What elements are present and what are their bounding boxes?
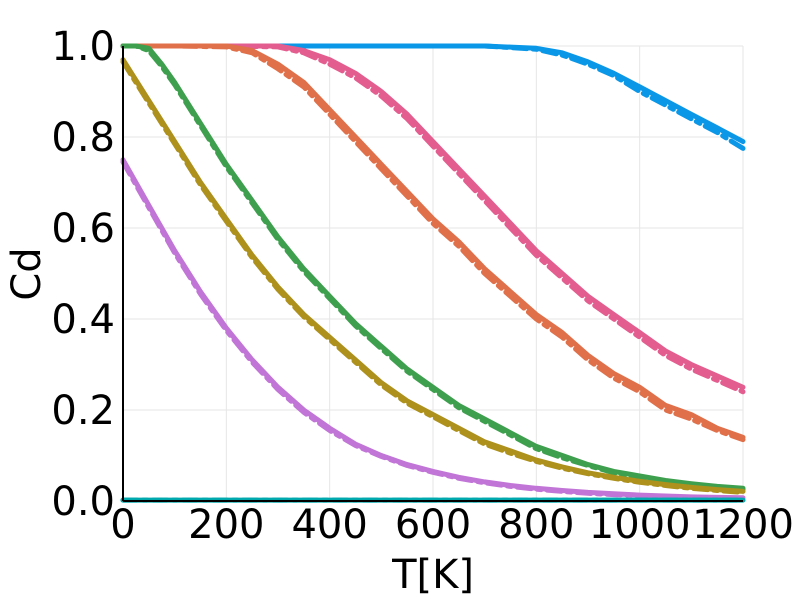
x-tick-labels: 0 200 400 600 800 1000 1200	[110, 502, 794, 548]
y-tick-label: 0.0	[51, 479, 115, 525]
x-tick-label: 1000	[589, 502, 691, 548]
x-tick-label: 600	[395, 502, 471, 548]
y-tick-label: 0.6	[51, 206, 115, 252]
series-line-dashed-2	[120, 43, 746, 443]
series-line-dashed-1	[120, 43, 746, 395]
series-line-dashed-3	[120, 43, 746, 493]
x-tick-label: 800	[498, 502, 574, 548]
y-tick-label: 1.0	[51, 24, 115, 70]
axes	[122, 46, 743, 502]
x-tick-label: 400	[291, 502, 367, 548]
series-line-dashed-4	[120, 59, 746, 495]
y-tick-label: 0.2	[51, 388, 115, 434]
y-tick-labels: 0.0 0.2 0.4 0.6 0.8 1.0	[51, 24, 115, 525]
x-tick-label: 1200	[692, 502, 794, 548]
x-tick-label: 0	[110, 502, 135, 548]
series-line-solid-2	[120, 43, 746, 440]
x-axis-label: T[K]	[391, 552, 474, 598]
grid	[122, 45, 744, 502]
series-line-dashed-5	[120, 159, 746, 501]
y-tick-label: 0.8	[51, 115, 115, 161]
y-tick-label: 0.4	[51, 297, 115, 343]
series-line-solid-1	[120, 43, 746, 390]
y-axis-label: Cd	[4, 247, 50, 300]
x-tick-label: 200	[188, 502, 264, 548]
